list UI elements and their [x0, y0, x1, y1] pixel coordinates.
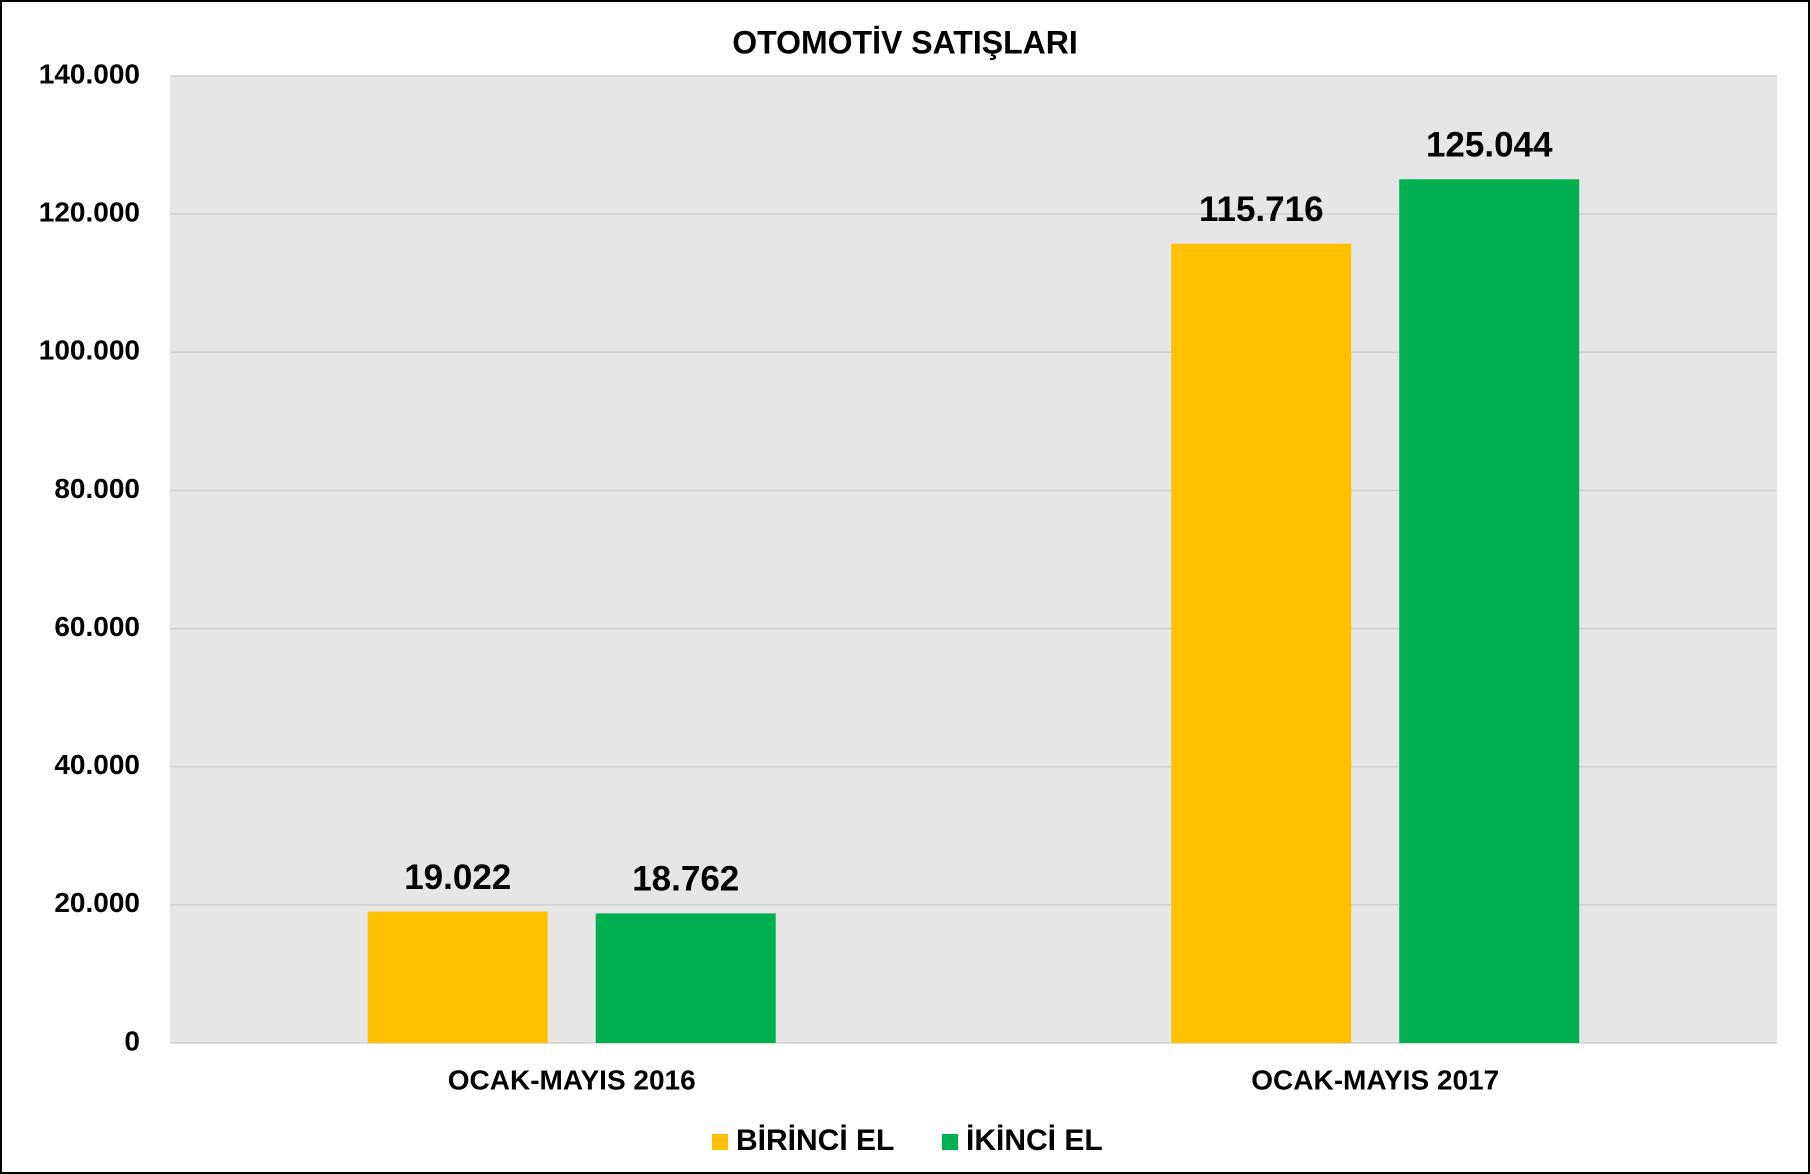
y-tick-label: 0 [124, 1025, 140, 1056]
x-tick-label: OCAK-MAYIS 2016 [448, 1064, 696, 1095]
y-tick-label: 20.000 [54, 887, 140, 918]
bar [1171, 243, 1352, 1044]
value-label: 18.762 [632, 860, 739, 899]
chart-title: OTOMOTİV SATIŞLARI [732, 24, 1077, 60]
legend-swatch [712, 1134, 728, 1150]
bar [1399, 179, 1580, 1043]
legend-label: İKİNCİ EL [966, 1124, 1103, 1157]
value-label: 19.022 [404, 858, 511, 897]
value-label: 125.044 [1426, 126, 1553, 165]
value-label: 115.716 [1199, 190, 1324, 229]
y-tick-label: 140.000 [39, 58, 140, 89]
bar [595, 913, 776, 1043]
y-tick-label: 100.000 [39, 335, 140, 366]
y-tick-label: 80.000 [54, 473, 140, 504]
y-tick-label: 60.000 [54, 611, 140, 642]
legend-swatch [942, 1134, 958, 1150]
y-tick-label: 40.000 [54, 749, 140, 780]
y-tick-label: 120.000 [39, 197, 140, 228]
legend-label: BİRİNCİ EL [736, 1124, 894, 1157]
bar [367, 911, 548, 1043]
x-tick-label: OCAK-MAYIS 2017 [1251, 1064, 1499, 1095]
